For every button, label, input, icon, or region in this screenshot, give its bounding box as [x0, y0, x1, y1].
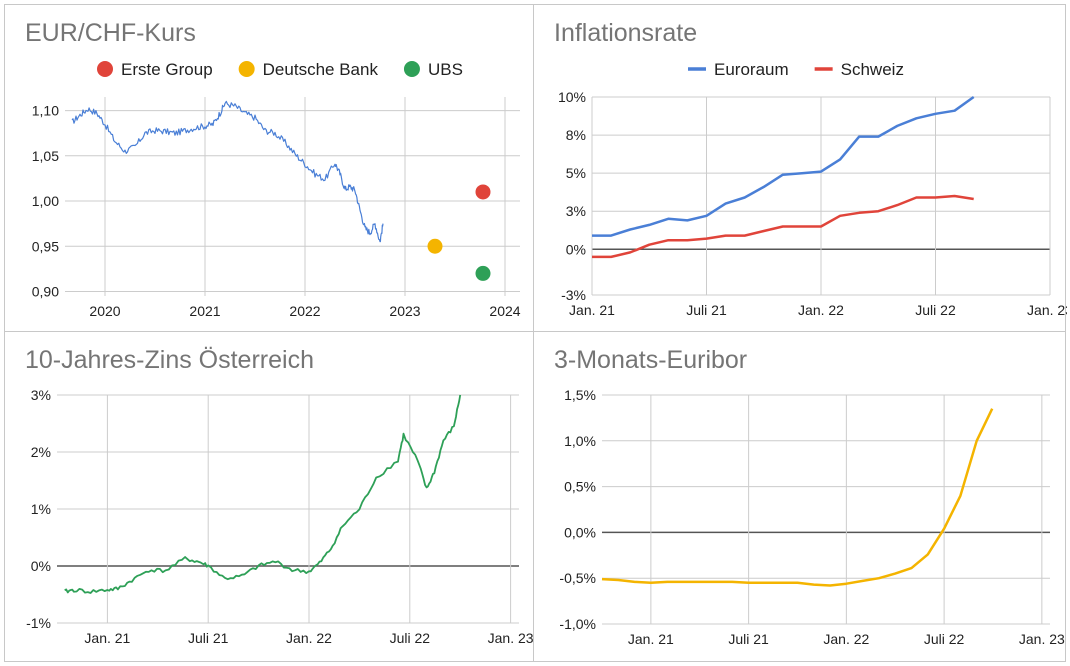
forecast-point — [475, 265, 491, 281]
x-tick-label: Juli 21 — [188, 630, 229, 646]
y-tick-label: 0% — [31, 558, 51, 574]
y-tick-label: -0,5% — [559, 570, 596, 586]
legend-label: Deutsche Bank — [263, 60, 379, 79]
series-line — [71, 100, 384, 243]
y-tick-label: 0,90 — [32, 283, 59, 299]
x-tick-label: Jan. 22 — [823, 631, 869, 647]
x-tick-label: 2021 — [189, 303, 220, 319]
y-tick-label: 0,95 — [32, 238, 59, 254]
x-tick-label: Jan. 21 — [628, 631, 674, 647]
y-tick-label: 1,0% — [564, 433, 596, 449]
y-tick-label: 1,10 — [32, 103, 59, 119]
y-tick-label: 1,00 — [32, 193, 59, 209]
x-tick-label: Jan. 23 — [1019, 631, 1065, 647]
x-tick-label: 2022 — [289, 303, 320, 319]
panel-inflation: Inflationsrate -3% 0% 3% 5% 8% 10% Jan. 21 Juli… — [533, 4, 1067, 332]
x-tick-label: 2023 — [389, 303, 420, 319]
chart-eurchf: 0,90 0,95 1,00 1,05 1,10 2020 2021 2022 2023 2024… — [32, 60, 521, 319]
panel-euribor: 3-Monats-Euribor -1,0% -0,5% 0,0% 0,5% 1,0% 1… — [533, 331, 1066, 662]
x-tick-label: Jan. 23 — [1027, 302, 1067, 318]
chart-inflation: -3% 0% 3% 5% 8% 10% Jan. 21 Juli 21 Jan. 22 Juli … — [558, 60, 1067, 318]
y-tick-label: -3% — [561, 287, 586, 303]
series-line — [592, 95, 975, 237]
chart-title-euribor: 3-Monats-Euribor — [554, 346, 748, 374]
y-tick-label: 3% — [31, 387, 51, 403]
y-tick-label: 3% — [566, 203, 586, 219]
x-tick-label: Juli 22 — [924, 631, 965, 647]
legend-label: Schweiz — [841, 60, 904, 79]
y-tick-label: 8% — [566, 127, 586, 143]
x-tick-label: Jan. 21 — [84, 630, 130, 646]
chart-title-eurchf: EUR/CHF-Kurs — [25, 19, 196, 47]
panel-bond-yield: 10-Jahres-Zins Österreich -1% 0% 1% 2% 3% Jan… — [4, 331, 534, 662]
panel-eurchf: EUR/CHF-Kurs 0,90 0,95 1,00 1,05 1,10 2020 202… — [4, 4, 534, 332]
y-tick-label: -1,0% — [559, 616, 596, 632]
forecast-point — [427, 238, 443, 254]
y-tick-label: -1% — [26, 615, 51, 631]
legend-marker — [97, 61, 113, 77]
x-tick-label: Jan. 22 — [286, 630, 332, 646]
series-line — [64, 394, 462, 594]
y-tick-label: 10% — [558, 89, 586, 105]
legend-label: Erste Group — [121, 60, 213, 79]
x-tick-label: Jan. 22 — [798, 302, 844, 318]
x-tick-label: Jan. 23 — [488, 630, 534, 646]
y-tick-label: 1% — [31, 501, 51, 517]
x-tick-label: Juli 21 — [686, 302, 727, 318]
y-tick-label: 1,5% — [564, 387, 596, 403]
x-tick-label: Jan. 21 — [569, 302, 615, 318]
chart-bond-yield: -1% 0% 1% 2% 3% Jan. 21 Juli 21 Jan. 22 Juli 22 J… — [26, 387, 534, 646]
x-tick-label: Juli 22 — [915, 302, 956, 318]
legend-label: UBS — [428, 60, 463, 79]
y-tick-label: 5% — [566, 165, 586, 181]
y-tick-label: 2% — [31, 444, 51, 460]
forecast-point — [475, 184, 491, 200]
y-tick-label: 0,0% — [564, 524, 596, 540]
series-line — [601, 408, 994, 587]
x-tick-label: Juli 22 — [390, 630, 431, 646]
y-tick-label: 0% — [566, 241, 586, 257]
legend-marker — [238, 61, 255, 77]
chart-title-bond-yield: 10-Jahres-Zins Österreich — [25, 346, 314, 374]
chart-euribor: -1,0% -0,5% 0,0% 0,5% 1,0% 1,5% Jan. 21 Juli 21… — [559, 387, 1065, 647]
x-tick-label: Juli 21 — [728, 631, 769, 647]
legend-marker — [403, 61, 420, 77]
legend-label: Euroraum — [714, 60, 789, 79]
chart-title-inflation: Inflationsrate — [554, 19, 698, 47]
y-tick-label: 1,05 — [32, 148, 59, 164]
y-tick-label: 0,5% — [564, 479, 596, 495]
x-tick-label: 2024 — [489, 303, 520, 319]
series-line — [592, 194, 974, 259]
x-tick-label: 2020 — [89, 303, 120, 319]
